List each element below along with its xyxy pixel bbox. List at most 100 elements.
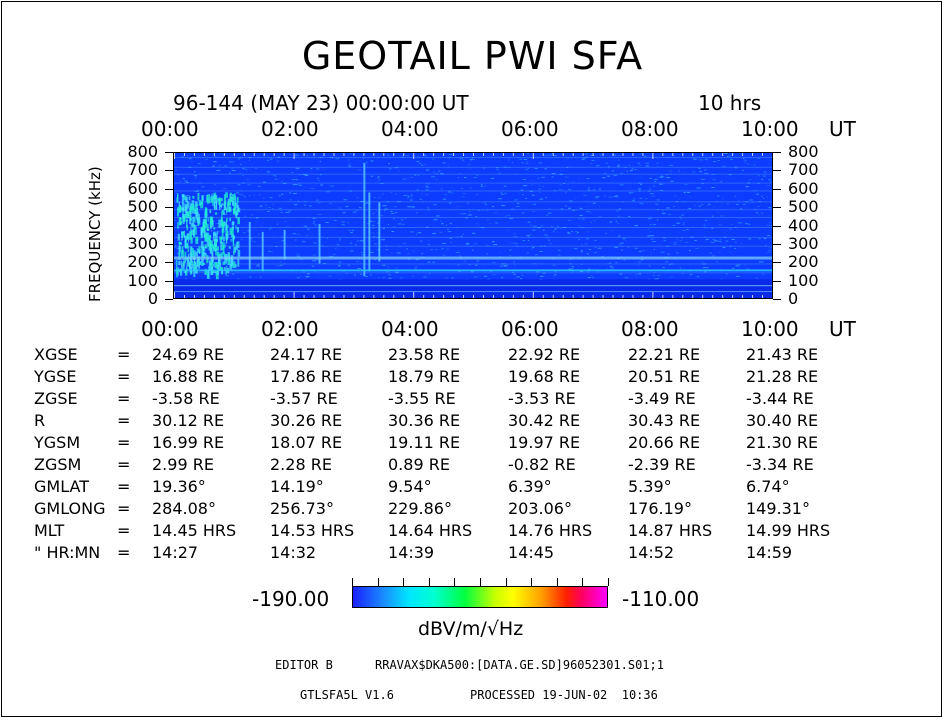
spectrogram-noise <box>358 169 362 171</box>
spectrogram-noise <box>763 238 767 240</box>
spectrogram-noise <box>654 213 656 215</box>
spectrogram-noise <box>649 254 653 256</box>
emission-burst <box>187 239 190 243</box>
emission-burst <box>190 223 194 227</box>
spectrogram-noise <box>251 239 253 241</box>
spectrogram-noise <box>447 157 451 159</box>
emission-burst <box>223 252 226 257</box>
emission-burst <box>191 260 194 266</box>
emission-streak <box>248 222 251 270</box>
spectrogram-noise <box>564 176 569 178</box>
spectrogram-noise <box>393 206 398 208</box>
spectrogram-noise <box>447 162 451 164</box>
spectrogram-noise <box>204 227 207 229</box>
spectrogram-noise <box>761 212 763 214</box>
spectrogram-noise <box>291 179 296 181</box>
spectrogram-noise <box>653 248 655 250</box>
spectrogram-noise <box>635 244 639 246</box>
spectrogram-noise <box>477 275 482 277</box>
spectrogram-noise <box>174 169 177 171</box>
time-minor-tick <box>702 295 704 298</box>
spectrogram-noise <box>458 271 461 273</box>
spectrogram-noise <box>656 175 658 177</box>
emission-burst <box>213 202 216 209</box>
spectrogram-noise <box>582 184 586 186</box>
spectrogram-noise <box>526 235 530 237</box>
spectrogram-noise <box>624 277 629 279</box>
orbit-value-cell: 14.87 HRS <box>628 521 713 540</box>
base-line <box>174 291 772 293</box>
spectrogram-noise <box>623 237 626 239</box>
spectrogram-noise <box>350 250 354 252</box>
emission-burst <box>213 197 215 205</box>
spectrogram-noise <box>457 264 460 266</box>
frequency-tick-mark <box>165 299 173 300</box>
spectrogram-noise <box>392 225 396 227</box>
spectrogram-band-line <box>174 182 772 184</box>
spectrogram-noise <box>661 233 663 235</box>
spectrogram-noise <box>535 274 538 276</box>
emission-burst <box>226 229 228 237</box>
frequency-tick-mark <box>773 299 781 300</box>
spectrogram-noise <box>647 218 652 220</box>
orbit-param-label: YGSM <box>34 433 81 452</box>
spectrogram-noise <box>688 196 693 198</box>
spectrogram-noise <box>389 205 393 207</box>
spectrogram-noise <box>554 155 557 157</box>
spectrogram-noise <box>656 219 659 221</box>
spectrogram-noise <box>246 179 249 181</box>
time-minor-tick <box>612 153 614 156</box>
spectrogram-noise <box>565 205 567 207</box>
spectrogram-noise <box>704 224 707 226</box>
spectrogram-noise <box>388 274 391 276</box>
emission-burst <box>177 267 179 276</box>
spectrogram-noise <box>174 246 177 248</box>
spectrogram-noise <box>441 248 444 250</box>
spectrogram-noise <box>249 157 252 159</box>
spectrogram-noise <box>642 262 644 264</box>
time-minor-tick <box>223 153 225 156</box>
spectrogram-noise <box>545 214 549 216</box>
colorbar-tick-mark <box>403 578 405 586</box>
spectrogram-noise <box>634 168 637 170</box>
spectrogram-noise <box>358 160 362 162</box>
emission-burst <box>208 265 211 272</box>
orbit-table-row: ZGSE = -3.58 RE -3.57 RE -3.55 RE -3.53 RE -3.… <box>0 389 945 411</box>
emission-burst <box>212 270 216 274</box>
spectrogram-noise <box>221 260 223 262</box>
spectrogram-noise <box>400 219 404 221</box>
time-minor-tick <box>183 295 185 298</box>
spectrogram-noise <box>236 278 240 280</box>
spectrogram-noise <box>426 240 431 241</box>
spectrogram-noise <box>750 274 753 276</box>
spectrogram-noise <box>524 222 526 224</box>
spectrogram-noise <box>756 212 759 214</box>
spectrogram-noise <box>530 180 532 182</box>
data-path: RRAVAX$DKA500:[DATA.GE.SD]96052301.S01;1 <box>375 658 664 672</box>
spectrogram-noise <box>740 242 743 244</box>
time-minor-tick <box>482 295 484 298</box>
spectrogram-noise <box>723 236 727 238</box>
spectrogram-noise <box>416 160 420 162</box>
time-minor-tick <box>622 153 624 156</box>
spectrogram-noise <box>675 182 679 184</box>
spectrogram-noise <box>665 261 668 263</box>
emission-burst <box>235 244 238 251</box>
orbit-value-cell: 14:39 <box>388 543 435 562</box>
spectrogram-noise <box>712 179 716 181</box>
spectrogram-noise <box>462 233 464 235</box>
time-minor-tick <box>333 153 335 156</box>
spectrogram-noise <box>529 190 534 192</box>
spectrogram-noise <box>240 163 242 165</box>
spectrogram-noise <box>735 275 740 277</box>
emission-burst <box>215 248 218 251</box>
spectrogram-noise <box>304 174 309 176</box>
spectrogram-noise <box>583 194 587 196</box>
spectrogram-noise <box>398 170 401 172</box>
emission-burst <box>178 241 181 250</box>
spectrogram-noise <box>499 265 503 267</box>
spectrogram-noise <box>247 164 249 166</box>
spectrogram-noise <box>460 157 464 159</box>
spectrogram-noise <box>638 153 643 155</box>
